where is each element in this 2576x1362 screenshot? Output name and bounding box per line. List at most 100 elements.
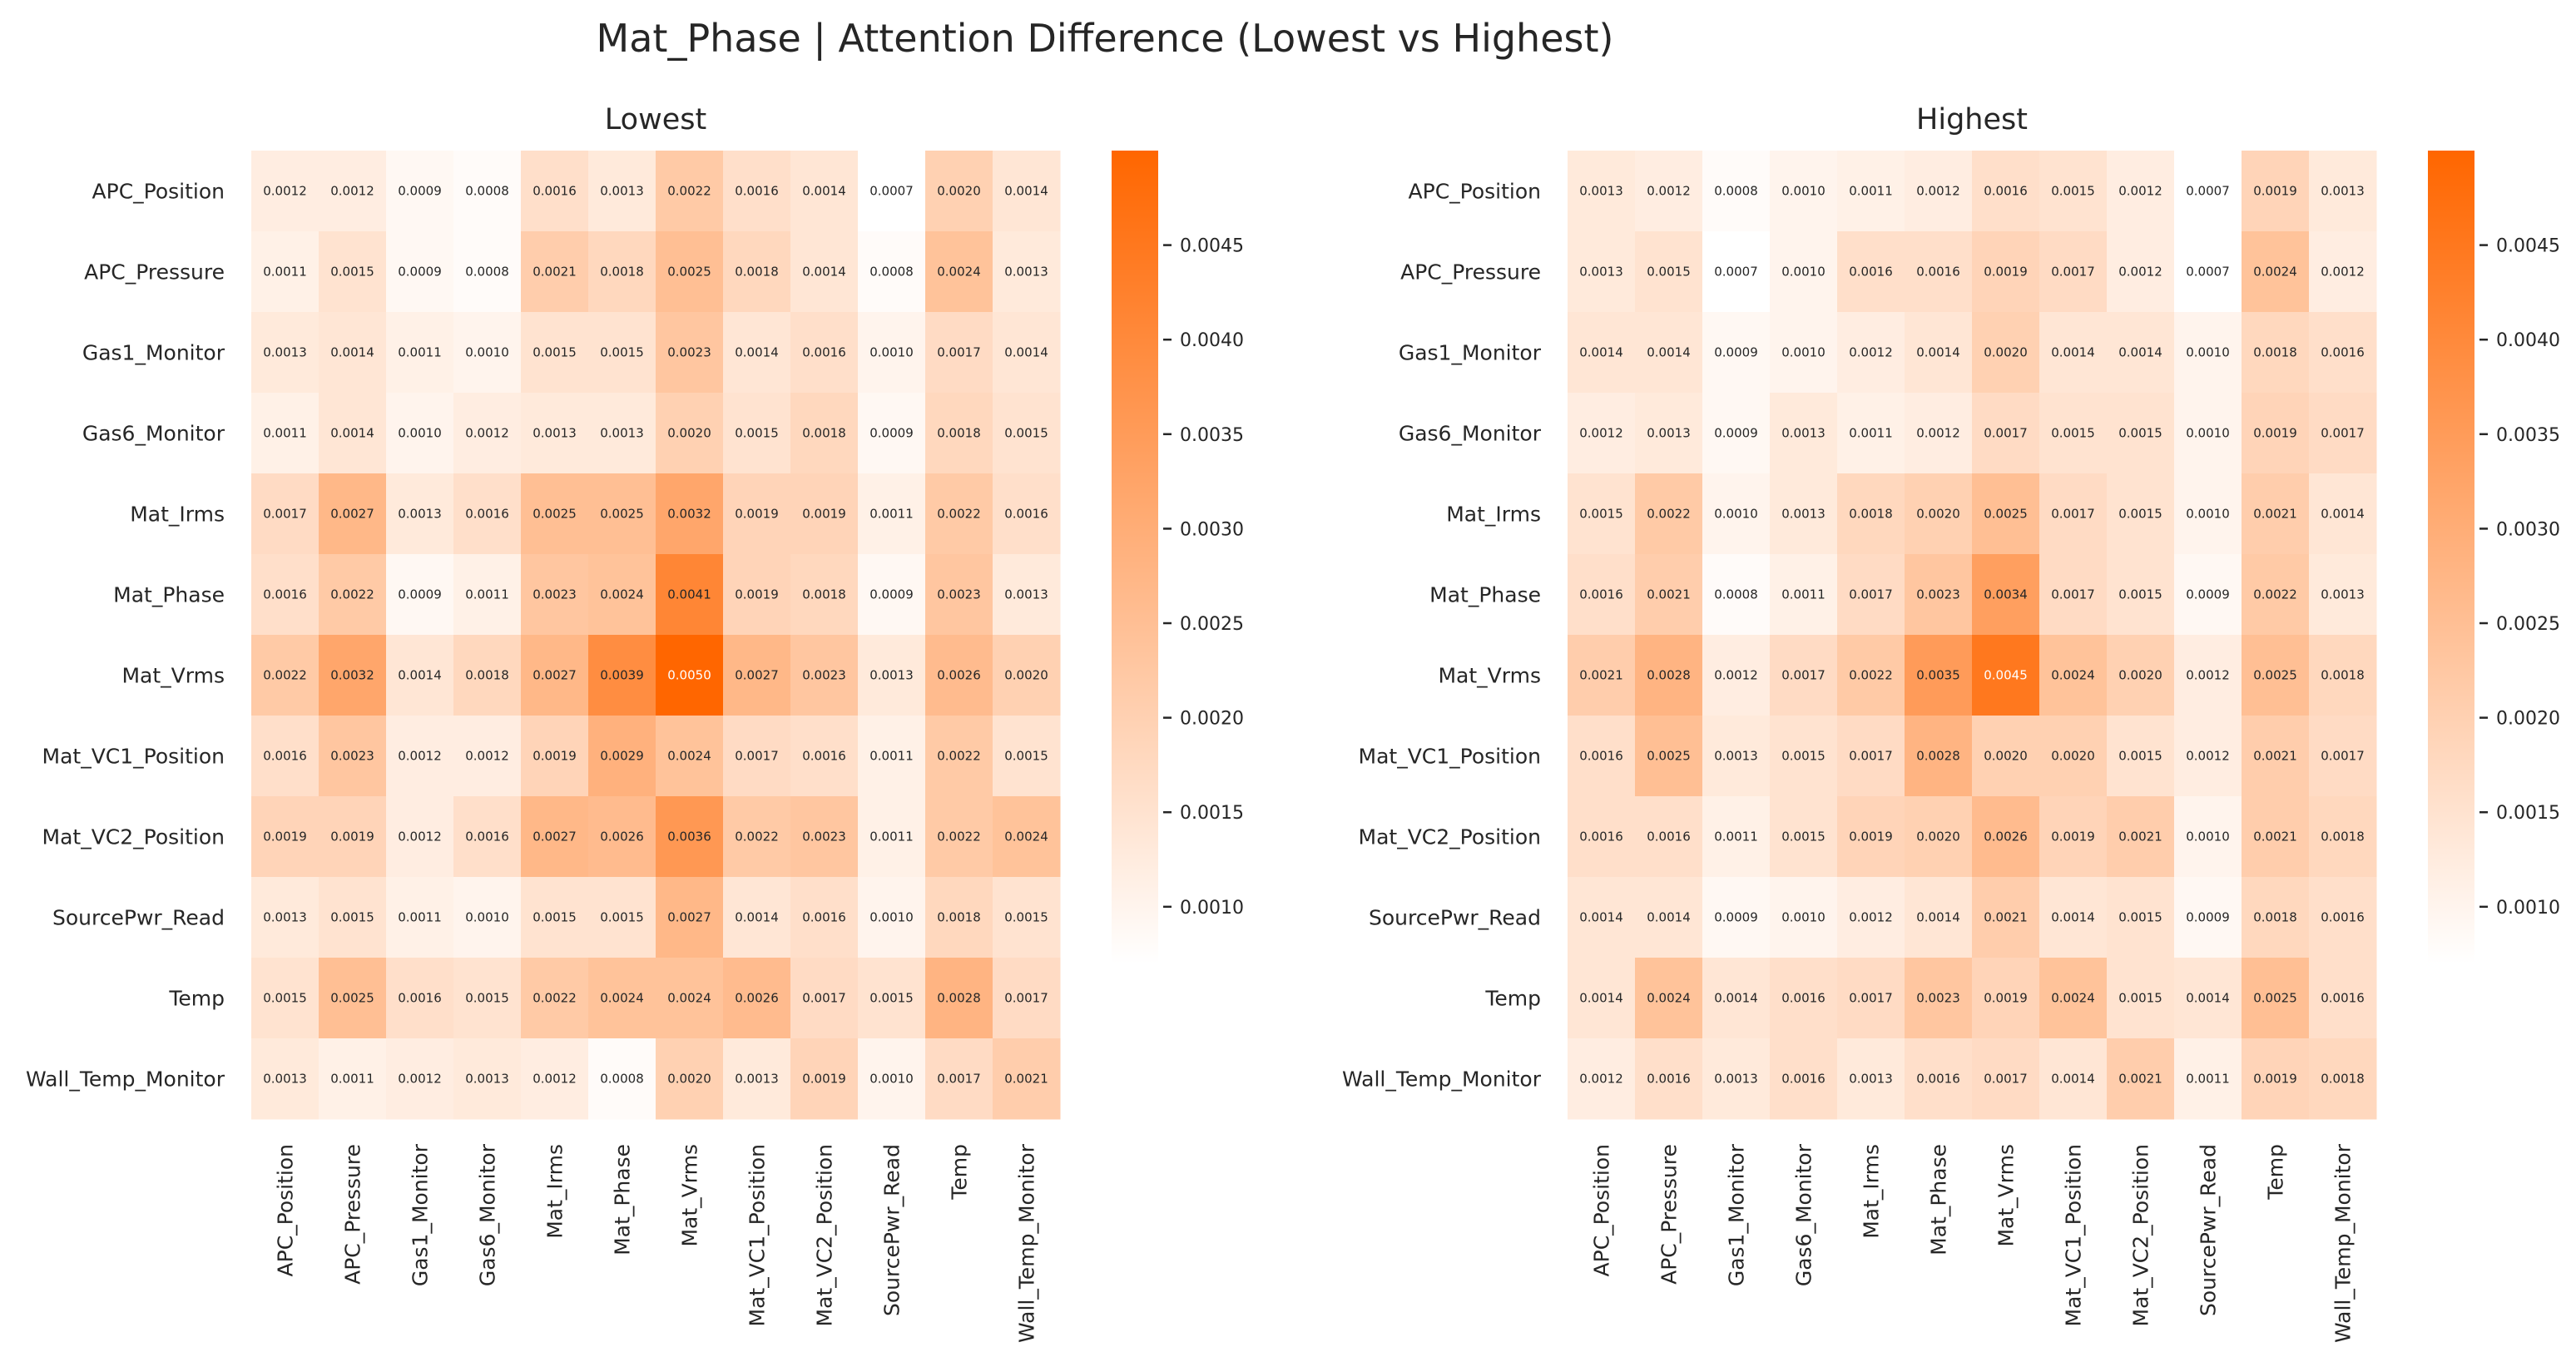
heatmap-cell — [386, 1038, 454, 1120]
cell-value-label: 0.0014 — [802, 184, 846, 199]
heatmap-cell — [453, 877, 522, 958]
heatmap-cell — [656, 231, 724, 313]
heatmap-cell — [925, 312, 993, 394]
heatmap-cell — [1568, 231, 1636, 313]
row-label: Mat_Phase — [113, 583, 225, 607]
cell-value-label: 0.0011 — [1849, 426, 1893, 441]
heatmap-cell — [790, 473, 859, 555]
heatmap-cell — [1635, 796, 1703, 878]
column-label: APC_Pressure — [341, 1144, 365, 1285]
cell-value-label: 0.0015 — [1004, 910, 1048, 925]
cell-value-label: 0.0015 — [330, 265, 374, 280]
heatmap-cell — [1635, 554, 1703, 636]
heatmap-cell — [521, 151, 589, 232]
row-label: Mat_VC2_Position — [1359, 825, 1542, 849]
cell-value-label: 0.0025 — [600, 507, 644, 522]
heatmap-cell — [723, 393, 791, 474]
cell-value-label: 0.0024 — [2253, 265, 2297, 280]
column-label: Mat_Irms — [1860, 1144, 1884, 1239]
heatmap-cell — [993, 635, 1061, 716]
colorbar-0 — [1112, 151, 1158, 963]
cell-value-label: 0.0018 — [600, 265, 644, 280]
cell-value-label: 0.0019 — [263, 830, 307, 844]
heatmap-cell — [723, 877, 791, 958]
colorbar-tick-label: 0.0030 — [2496, 519, 2560, 540]
cell-value-label: 0.0023 — [667, 345, 711, 360]
cell-value-label: 0.0019 — [2253, 1072, 2297, 1087]
heatmap-cell — [925, 796, 993, 878]
column-label: Mat_Phase — [1927, 1144, 1951, 1256]
row-label: Gas6_Monitor — [1399, 422, 1542, 446]
row-label: APC_Pressure — [84, 260, 225, 285]
colorbar-tick-label: 0.0040 — [1180, 330, 1244, 351]
cell-value-label: 0.0016 — [398, 991, 442, 1006]
cell-value-label: 0.0028 — [1916, 749, 1960, 764]
cell-value-label: 0.0013 — [869, 668, 914, 683]
heatmap-cell — [858, 877, 926, 958]
heatmap-cell — [656, 958, 724, 1039]
cell-value-label: 0.0013 — [1714, 1072, 1758, 1087]
heatmap-cell — [251, 877, 320, 958]
heatmap-cell — [2174, 796, 2242, 878]
heatmap-cell — [2039, 151, 2108, 232]
heatmap-cell — [1702, 877, 1771, 958]
heatmap-cell — [2107, 231, 2175, 313]
cell-value-label: 0.0013 — [1579, 265, 1623, 280]
cell-value-label: 0.0017 — [2051, 265, 2095, 280]
heatmap-cell — [858, 796, 926, 878]
heatmap-cell — [319, 635, 387, 716]
cell-value-label: 0.0017 — [802, 991, 846, 1006]
row-label: Mat_Phase — [1429, 583, 1541, 607]
cell-value-label: 0.0027 — [735, 668, 779, 683]
cell-value-label: 0.0009 — [2186, 587, 2230, 602]
row-label: APC_Position — [92, 180, 225, 204]
cell-value-label: 0.0014 — [2051, 1072, 2095, 1087]
heatmap-cell — [1635, 716, 1703, 797]
cell-value-label: 0.0022 — [330, 587, 374, 602]
column-label: SourcePwr_Read — [880, 1144, 904, 1316]
row-label: SourcePwr_Read — [52, 906, 225, 930]
cell-value-label: 0.0017 — [937, 1072, 981, 1087]
heatmap-cell — [1770, 554, 1838, 636]
cell-value-label: 0.0018 — [2321, 830, 2365, 844]
row-label: APC_Position — [1409, 180, 1541, 204]
heatmap-cell — [2242, 312, 2310, 394]
cell-value-label: 0.0015 — [2118, 426, 2162, 441]
cell-value-label: 0.0018 — [937, 426, 981, 441]
heatmap-cell — [251, 473, 320, 555]
heatmap-cell — [1905, 716, 1973, 797]
cell-value-label: 0.0011 — [1714, 830, 1758, 844]
cell-value-label: 0.0035 — [1916, 668, 1960, 683]
heatmap-cell — [1972, 473, 2040, 555]
heatmap-cell — [251, 796, 320, 878]
cell-value-label: 0.0016 — [735, 184, 779, 199]
heatmap-cell — [453, 231, 522, 313]
cell-value-label: 0.0012 — [2118, 184, 2162, 199]
heatmap-cell — [723, 151, 791, 232]
heatmap-cell — [1635, 312, 1703, 394]
cell-value-label: 0.0020 — [1984, 749, 2028, 764]
row-label: Temp — [168, 987, 225, 1011]
heatmap-cell — [319, 554, 387, 636]
heatmap-cell — [2174, 877, 2242, 958]
heatmap-cell — [656, 312, 724, 394]
cell-value-label: 0.0016 — [263, 749, 307, 764]
cell-value-label: 0.0015 — [1579, 507, 1623, 522]
cell-value-label: 0.0019 — [2051, 830, 2095, 844]
cell-value-label: 0.0015 — [600, 910, 644, 925]
cell-value-label: 0.0012 — [2186, 668, 2230, 683]
cell-value-label: 0.0017 — [2321, 426, 2365, 441]
cell-value-label: 0.0018 — [465, 668, 509, 683]
cell-value-label: 0.0034 — [1984, 587, 2028, 602]
cell-value-label: 0.0007 — [869, 184, 914, 199]
cell-value-label: 0.0014 — [1579, 991, 1623, 1006]
cell-value-label: 0.0016 — [533, 184, 577, 199]
heatmap-cell — [2309, 554, 2377, 636]
cell-value-label: 0.0010 — [2186, 345, 2230, 360]
heatmap-cell — [790, 554, 859, 636]
row-label: Wall_Temp_Monitor — [26, 1067, 225, 1092]
cell-value-label: 0.0022 — [667, 184, 711, 199]
column-label: Gas1_Monitor — [1725, 1143, 1749, 1286]
cell-value-label: 0.0015 — [1781, 830, 1825, 844]
colorbar-tick-label: 0.0040 — [2496, 330, 2560, 351]
